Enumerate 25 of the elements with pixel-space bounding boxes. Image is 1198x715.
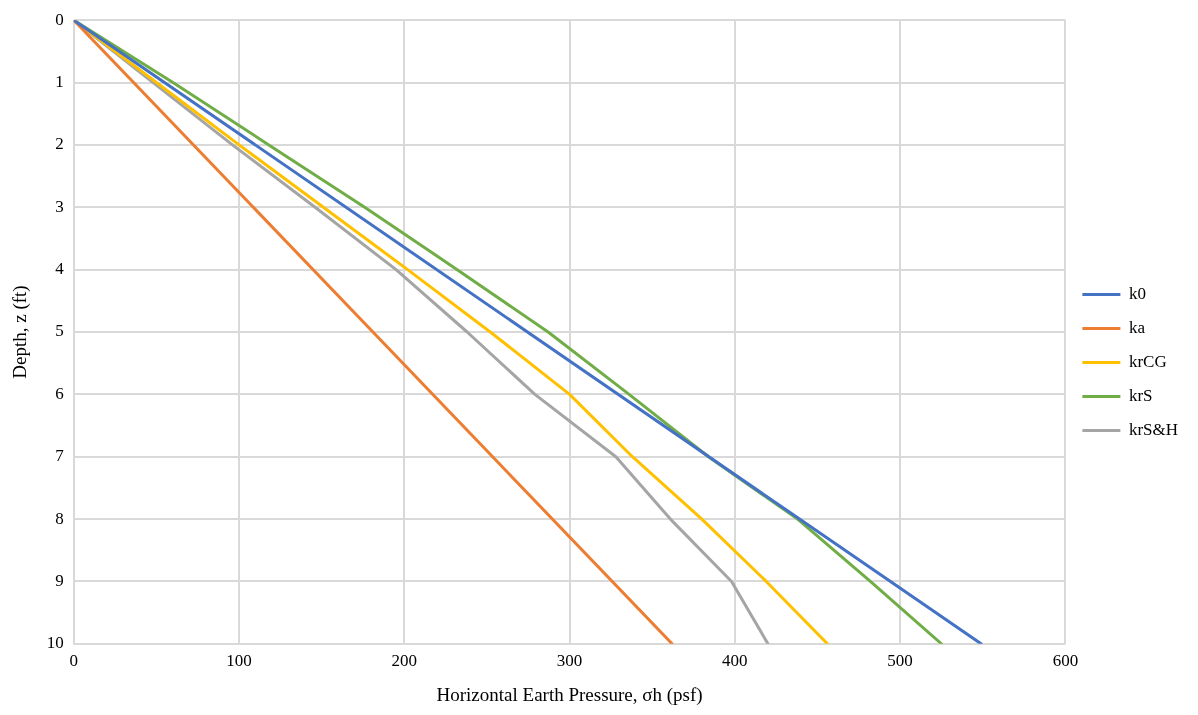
y-tick-label: 4 [55,259,65,279]
y-tick-label: 2 [55,134,64,154]
y-tick-label: 5 [55,321,64,341]
y-tick-label: 3 [55,196,64,216]
y-tick-label: 9 [55,570,64,590]
y-tick-label: 0 [55,9,64,29]
legend-label: k0 [1128,283,1146,303]
legend-label: krCG [1128,351,1167,371]
legend-label: ka [1128,317,1146,337]
x-tick-label: 0 [69,651,79,671]
x-tick-label: 100 [226,651,252,671]
y-tick-label: 6 [55,383,64,403]
y-tick-label: 8 [55,508,64,528]
y-axis-title: Depth, z (ft) [9,285,32,379]
x-tick-label: 600 [1052,651,1079,671]
x-tick-label: 300 [556,651,583,671]
legend-label: krS [1128,385,1153,405]
x-tick-label: 500 [887,651,913,671]
x-axis-title: Horizontal Earth Pressure, σh (psf) [436,683,703,706]
y-tick-label: 10 [46,633,64,653]
y-tick-label: 7 [55,446,65,466]
legend-label: krS&H [1128,419,1179,439]
x-tick-label: 200 [391,651,418,671]
y-tick-label: 1 [55,72,64,92]
x-tick-label: 400 [722,651,748,671]
